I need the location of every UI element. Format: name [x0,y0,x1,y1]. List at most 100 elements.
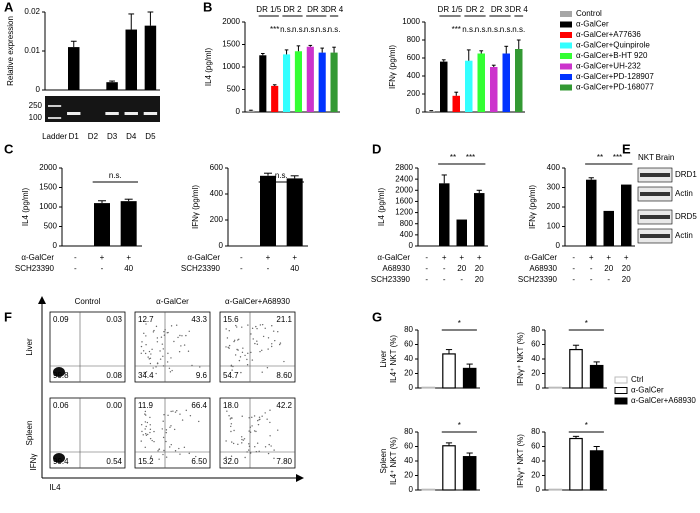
y-tick-label: 0 [409,485,414,494]
quadrant-value: 0.09 [53,315,69,324]
event-dot [198,420,200,423]
event-dot [258,416,261,418]
condition-name: SCH23390 [371,275,411,284]
event-dot [273,449,275,451]
y-axis-label: IFNγ (pg/ml) [388,45,397,89]
event-dot [247,352,249,355]
blot-label: DRD5 [675,212,697,221]
event-dot [157,450,159,452]
event-dot [181,335,183,337]
y-tick-label: 0 [36,85,41,94]
event-dot [252,338,254,340]
legend-swatch [560,32,572,38]
annotation: DR 1/5 [256,5,281,14]
y-tick-label: 20 [531,369,540,378]
y-tick-label: 40 [531,456,540,465]
condition-value: 20 [475,264,484,273]
event-dot [230,430,232,433]
condition-value: + [477,253,482,262]
event-dot [272,330,275,332]
event-dot [277,429,279,431]
y-tick-label: 500 [227,85,241,94]
event-dot [168,367,171,369]
bar [589,364,604,389]
legend-label: α-GalCer+Quinpirole [576,41,650,50]
y-tick-label: 20 [404,369,413,378]
y-tick-label: 2000 [395,185,413,194]
y-tick-label: 60 [531,442,540,451]
y-tick-label: 500 [44,222,58,231]
ladder-band [48,117,62,119]
event-dot [261,371,263,373]
bar [247,110,255,112]
condition-value: + [100,253,105,262]
event-dot [144,428,146,430]
bar [442,445,456,491]
legend-swatch [614,376,628,384]
y-tick-label: 60 [531,340,540,349]
event-dot [176,410,178,412]
condition-name: α-GalCer [187,253,220,262]
condition-value: + [442,253,447,262]
event-dot [162,436,165,439]
quadrant-value: 8.60 [276,371,292,380]
y-tick-label: 80 [404,427,413,436]
bar [462,367,477,389]
x-axis-label: IL4 [49,483,61,492]
event-dot [279,342,282,344]
panel-letter: C [4,141,14,156]
quadrant-value: 0.08 [106,371,122,380]
bar [286,178,303,246]
event-dot [268,443,270,446]
event-dot [149,362,152,365]
blot-label: Actin [675,231,693,240]
condition-value: - [425,253,428,262]
panel-letter: G [372,309,382,324]
event-dot [188,452,190,455]
event-dot [256,343,259,345]
legend-label: α-GalCer+PD-168077 [576,83,654,92]
condition-value: 20 [622,264,631,273]
event-dot [174,450,177,452]
column-title: Control [75,297,101,306]
event-dot [150,455,153,457]
row-label: Liver [25,338,34,356]
panel-letter: F [4,309,12,324]
event-dot [230,423,233,425]
event-dot [161,428,163,430]
event-dot [144,410,147,413]
event-dot [163,449,165,452]
event-dot [159,350,161,352]
event-dot [183,446,186,449]
event-dot [244,456,246,459]
y-axis-label: IL4 (pg/ml) [377,188,386,227]
annotation: DR 4 [510,5,529,14]
event-dot [145,414,147,416]
event-dot [169,371,172,373]
event-dot [173,340,175,343]
y-axis-label: IL4 (pg/ml) [21,188,30,227]
event-dot [165,429,168,431]
condition-name: SCH23390 [15,264,55,273]
condition-value: 20 [622,275,631,284]
event-dot [145,323,147,325]
event-dot [170,425,172,427]
panel-letter: B [203,0,212,14]
lane-label: NKT [638,153,654,162]
event-dot [233,339,236,341]
bar [465,60,473,112]
legend-label: α-GalCer+B-HT 920 [576,51,648,60]
event-dot [141,341,143,343]
condition-name: α-GalCer [21,253,54,262]
event-dot [199,366,201,368]
bar [548,386,563,389]
condition-name: A68930 [382,264,410,273]
blot-band [640,234,670,238]
bar [94,203,110,246]
y-axis-label: IFNγ⁺ NKT (%) [516,434,525,488]
x-tick-label: D3 [107,132,118,141]
event-dot [145,344,147,346]
event-dot [175,324,178,326]
condition-value: + [606,253,611,262]
event-dot [195,455,197,458]
